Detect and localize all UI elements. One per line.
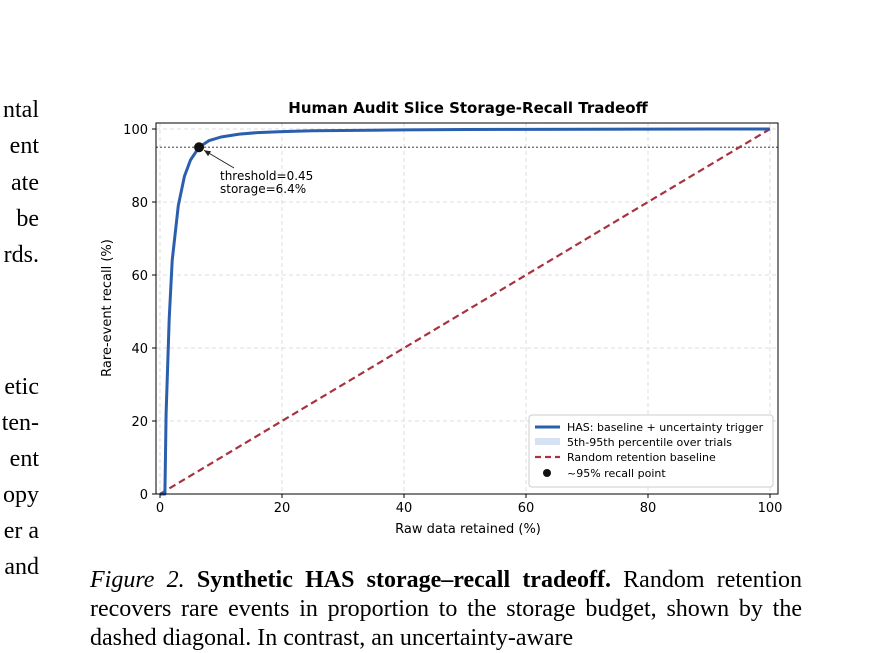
x-tick-label: 100 xyxy=(758,501,783,516)
y-tick-label: 80 xyxy=(131,196,148,211)
legend-label-random: Random retention baseline xyxy=(567,451,716,464)
x-axis-ticks: 0 20 40 60 80 100 xyxy=(156,494,783,516)
annotation-threshold: threshold=0.45 xyxy=(220,169,313,183)
storage-recall-chart: Human Audit Slice Storage-Recall Tradeof… xyxy=(100,99,783,537)
y-axis-ticks: 0 20 40 60 80 100 xyxy=(123,123,156,503)
text-fragment: er a xyxy=(3,518,39,544)
x-tick-label: 60 xyxy=(518,501,535,516)
legend-label-band: 5th-95th percentile over trials xyxy=(567,436,732,449)
text-fragment: be xyxy=(16,206,39,232)
series-random-line xyxy=(159,128,771,495)
legend-box xyxy=(528,414,774,488)
legend: HAS: baseline + uncertainty trigger 5th-… xyxy=(528,414,774,488)
text-fragment: ent xyxy=(9,446,39,472)
text-fragment: opy xyxy=(3,482,39,508)
x-tick-label: 80 xyxy=(640,501,657,516)
y-axis-label: Rare-event recall (%) xyxy=(100,239,115,377)
point-annotation: threshold=0.45 storage=6.4% xyxy=(220,169,313,196)
plot-frame xyxy=(155,122,779,495)
x-tick-label: 0 xyxy=(156,501,164,516)
legend-label-point: ~95% recall point xyxy=(567,467,666,480)
text-fragment: ate xyxy=(11,170,39,196)
legend-swatch-point xyxy=(543,469,551,477)
figure-caption: Figure 2. Synthetic HAS storage–recall t… xyxy=(90,566,802,653)
text-fragment: rds. xyxy=(3,242,39,268)
y-tick-label: 20 xyxy=(131,415,148,430)
text-fragment: ten- xyxy=(1,410,39,436)
y-tick-label: 0 xyxy=(140,488,148,503)
chart-title: Human Audit Slice Storage-Recall Tradeof… xyxy=(288,99,648,117)
text-fragment: ntal xyxy=(3,97,39,123)
text-fragment: and xyxy=(4,554,39,580)
y-tick-label: 100 xyxy=(123,123,148,138)
legend-swatch-band xyxy=(535,438,560,445)
text-fragment: etic xyxy=(4,374,39,400)
recall-point-marker xyxy=(194,142,205,153)
annotation-storage: storage=6.4% xyxy=(220,182,306,196)
x-tick-label: 20 xyxy=(274,501,291,516)
series-has-line xyxy=(160,127,770,496)
caption-title: Synthetic HAS storage–recall tradeoff. xyxy=(196,567,611,593)
plot-area xyxy=(156,127,778,496)
caption-label: Figure 2. xyxy=(90,567,185,593)
x-axis-label: Raw data retained (%) xyxy=(395,522,541,537)
annotation-arrowhead xyxy=(204,150,212,157)
legend-label-has: HAS: baseline + uncertainty trigger xyxy=(567,421,764,434)
x-tick-label: 40 xyxy=(396,501,413,516)
y-tick-label: 40 xyxy=(131,342,148,357)
text-fragment: ent xyxy=(9,133,39,159)
y-tick-label: 60 xyxy=(131,269,148,284)
left-column-text: ntal ent ate be rds. etic ten- ent opy e… xyxy=(0,0,42,637)
